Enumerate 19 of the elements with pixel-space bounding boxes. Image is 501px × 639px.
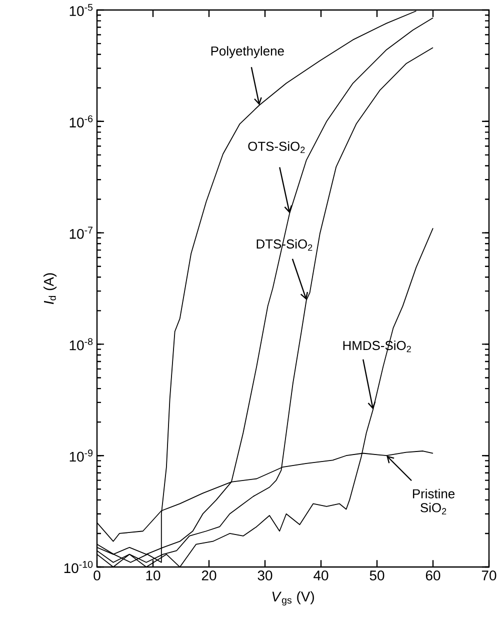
x-tick-label: 0 xyxy=(94,570,100,580)
y-axis-title: I$_{d}$ (A) xyxy=(44,273,57,304)
x-tick-label: 70 xyxy=(482,570,496,580)
x-tick-label: 60 xyxy=(426,570,440,580)
y-tick-label: 10$^{-8}$ xyxy=(70,338,93,350)
x-axis-title: V$_{gs}$ (V) xyxy=(272,591,314,606)
y-tick-label: 10$^{-10}$ xyxy=(64,560,93,574)
y-tick-label: 10$^{-5}$ xyxy=(70,4,93,16)
x-tick-label: 10 xyxy=(146,570,160,580)
x-tick-label: 40 xyxy=(314,570,328,580)
series-label: OTS-SiO$_{2}$ xyxy=(248,141,305,153)
series-label: Polyethylene xyxy=(211,46,284,58)
y-tick-label: 10$^{-7}$ xyxy=(70,226,92,239)
legend-label: Pristine SiO$_{2}$ xyxy=(412,488,455,514)
y-tick-label: 10$^{-9}$ xyxy=(70,450,93,462)
x-tick-label: 30 xyxy=(258,570,272,580)
x-tick-label: 20 xyxy=(202,570,216,580)
y-tick-label: 10$^{-6}$ xyxy=(70,115,93,128)
x-tick-label: 50 xyxy=(370,570,384,580)
